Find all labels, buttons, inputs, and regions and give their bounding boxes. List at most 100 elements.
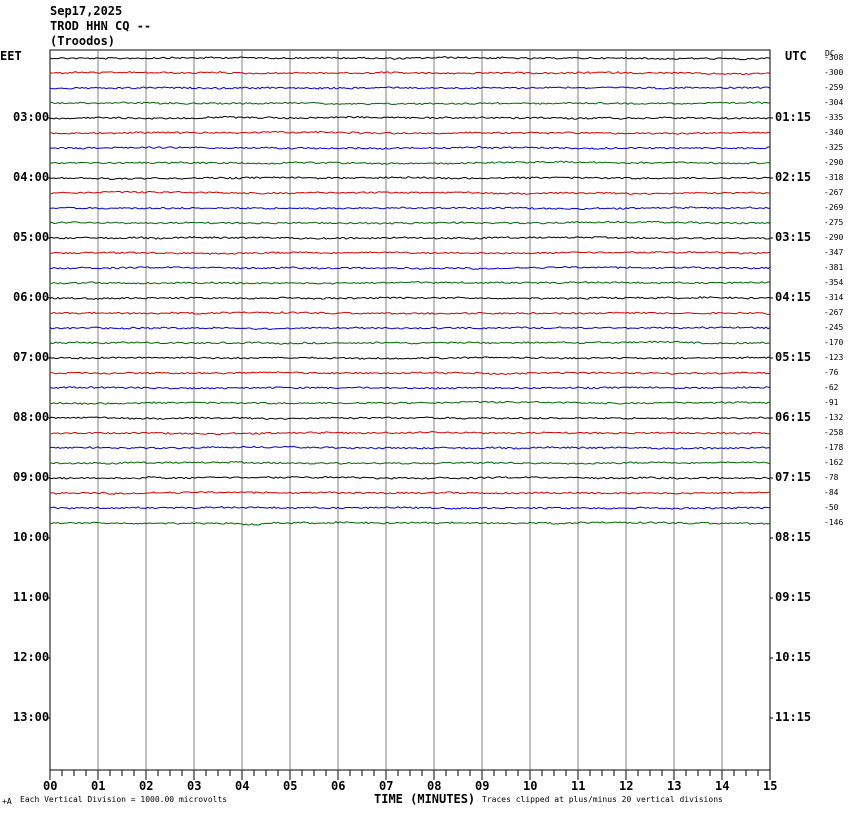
- trace-line: [49, 326, 771, 331]
- dc-offset-value: -259: [824, 83, 844, 92]
- left-hour-label: 05:00: [13, 230, 50, 244]
- trace-line: [49, 206, 771, 210]
- dc-offset-value: -304: [824, 98, 844, 107]
- left-timezone-label: EET: [0, 49, 22, 63]
- left-hour-label: 11:00: [13, 590, 50, 604]
- x-tick-label: 13: [667, 779, 682, 793]
- x-tick-label: 02: [139, 779, 154, 793]
- dc-offset-value: -84: [824, 488, 839, 497]
- trace-line: [49, 476, 771, 480]
- dc-offset-value: -267: [824, 308, 844, 317]
- trace-line: [49, 431, 771, 435]
- dc-offset-value: -347: [824, 248, 844, 257]
- trace-line: [49, 340, 771, 345]
- trace-line: [49, 371, 771, 375]
- chart-date: Sep17,2025: [50, 4, 123, 18]
- trace-line: [49, 115, 771, 120]
- x-tick-label: 01: [91, 779, 106, 793]
- trace-line: [49, 190, 771, 195]
- trace-line: [49, 520, 771, 526]
- dc-offset-value: -340: [824, 128, 844, 137]
- trace-line: [49, 295, 771, 300]
- right-hour-label: 11:15: [775, 710, 812, 724]
- station-location: (Troodos): [50, 34, 116, 48]
- right-hour-label: 03:15: [775, 230, 812, 244]
- dc-offset-value: -170: [824, 338, 844, 347]
- trace-line: [49, 130, 771, 135]
- x-axis-title: TIME (MINUTES): [374, 792, 476, 806]
- right-hour-label: 08:15: [775, 530, 812, 544]
- dc-offset-value: -300: [824, 68, 844, 77]
- trace-line: [49, 311, 771, 315]
- x-tick-label: 03: [187, 779, 202, 793]
- right-hour-label: 04:15: [775, 290, 812, 304]
- right-hour-label: 07:15: [775, 470, 812, 484]
- right-hour-label: 01:15: [775, 110, 812, 124]
- trace-line: [49, 386, 771, 390]
- trace-line: [49, 56, 771, 61]
- dc-offset-value: -381: [824, 263, 844, 272]
- left-hour-label: 06:00: [13, 290, 50, 304]
- dc-offset-value: -290: [824, 233, 844, 242]
- station-code: TROD HHN CQ --: [50, 19, 152, 33]
- trace-line: [49, 400, 771, 405]
- left-hour-label: 12:00: [13, 650, 50, 664]
- x-tick-label: 15: [763, 779, 778, 793]
- trace-line: [49, 220, 771, 225]
- dc-offset-value: -245: [824, 323, 844, 332]
- right-hour-label: 06:15: [775, 410, 812, 424]
- trace-line: [49, 356, 771, 360]
- dc-label: DC: [825, 49, 835, 58]
- x-tick-label: 09: [475, 779, 490, 793]
- dc-offset-value: -267: [824, 188, 844, 197]
- left-hour-label: 09:00: [13, 470, 50, 484]
- dc-offset-value: -50: [824, 503, 839, 512]
- x-tick-label: 12: [619, 779, 634, 793]
- dc-offset-value: -123: [824, 353, 844, 362]
- dc-offset-value: -269: [824, 203, 844, 212]
- dc-offset-value: -314: [824, 293, 844, 302]
- scale-note: Each Vertical Division = 1000.00 microvo…: [20, 795, 228, 804]
- trace-line: [49, 280, 771, 285]
- dc-offset-value: -76: [824, 368, 839, 377]
- dc-offset-value: -354: [824, 278, 844, 287]
- right-hour-label: 05:15: [775, 350, 812, 364]
- left-hour-label: 04:00: [13, 170, 50, 184]
- x-tick-label: 08: [427, 779, 442, 793]
- left-hour-label: 07:00: [13, 350, 50, 364]
- dc-offset-value: -325: [824, 143, 844, 152]
- left-hour-label: 10:00: [13, 530, 50, 544]
- dc-offset-value: -290: [824, 158, 844, 167]
- plot-frame: [49, 49, 771, 771]
- dc-offset-value: -132: [824, 413, 844, 422]
- dc-offset-value: -78: [824, 473, 839, 482]
- x-tick-label: 10: [523, 779, 538, 793]
- trace-line: [49, 86, 771, 90]
- right-timezone-label: UTC: [785, 49, 807, 63]
- left-hour-label: 03:00: [13, 110, 50, 124]
- trace-line: [49, 70, 771, 76]
- dc-offset-value: -62: [824, 383, 839, 392]
- dc-offset-value: -335: [824, 113, 844, 122]
- x-tick-label: 06: [331, 779, 346, 793]
- dc-offset-value: -91: [824, 398, 839, 407]
- right-hour-label: 09:15: [775, 590, 812, 604]
- trace-line: [49, 236, 771, 240]
- right-hour-label: 02:15: [775, 170, 812, 184]
- trace-line: [49, 101, 771, 106]
- clip-note: Traces clipped at plus/minus 20 vertical…: [482, 795, 723, 804]
- x-tick-label: 14: [715, 779, 730, 793]
- trace-line: [49, 145, 771, 150]
- x-tick-label: 05: [283, 779, 298, 793]
- trace-line: [49, 176, 771, 180]
- left-hour-label: 08:00: [13, 410, 50, 424]
- trace-line: [49, 251, 771, 255]
- dc-offset-value: -318: [824, 173, 844, 182]
- right-hour-label: 10:15: [775, 650, 812, 664]
- trace-line: [49, 505, 771, 510]
- trace-line: [49, 461, 771, 465]
- x-tick-label: 07: [379, 779, 394, 793]
- trace-line: [49, 445, 771, 450]
- x-tick-label: 00: [43, 779, 58, 793]
